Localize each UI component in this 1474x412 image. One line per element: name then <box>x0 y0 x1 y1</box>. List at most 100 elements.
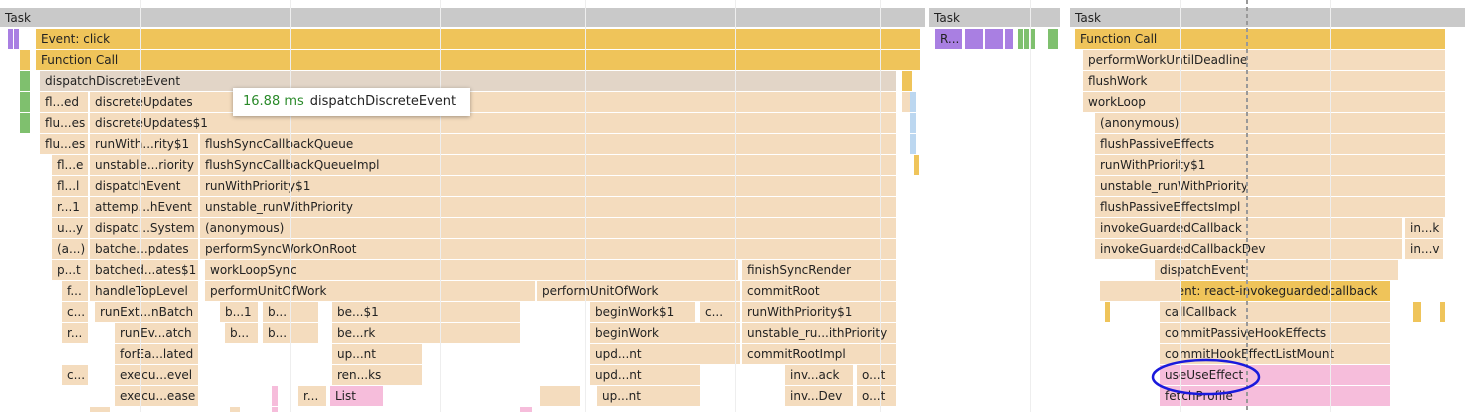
flame-block[interactable]: unstable_ru...ithPriority <box>742 323 896 343</box>
flame-block <box>1024 29 1029 49</box>
flame-block[interactable]: unstable...riority <box>90 155 198 175</box>
tooltip: 16.88 ms dispatchDiscreteEvent <box>233 88 471 116</box>
flame-block[interactable]: u...y <box>52 218 88 238</box>
flame-block[interactable]: be...rk <box>332 323 520 343</box>
flame-block[interactable]: inv...Dev <box>785 386 853 406</box>
flame-block[interactable]: performWorkUntilDeadline <box>1083 50 1445 70</box>
flame-block[interactable]: upd...nt <box>590 344 740 364</box>
grid-line <box>880 0 881 412</box>
flame-block[interactable]: batche...pdates <box>90 239 198 259</box>
flame-block[interactable]: discreteUpdates <box>90 92 896 112</box>
flame-block[interactable]: Function Call <box>36 50 920 70</box>
grid-line <box>440 0 441 412</box>
flame-block[interactable]: o...t <box>857 365 896 385</box>
flame-block[interactable]: execu...ease <box>115 386 198 406</box>
flame-block[interactable]: up...nt <box>332 344 422 364</box>
flame-block[interactable]: performUnitOfWork <box>205 281 535 301</box>
flame-block[interactable]: runExt...nBatch <box>95 302 198 322</box>
flame-block[interactable]: upd...nt <box>590 365 700 385</box>
task-bar[interactable]: Task <box>0 8 925 27</box>
flame-block[interactable]: flu...es <box>40 113 88 133</box>
flame-block <box>1018 29 1023 49</box>
flame-block[interactable]: dispatc...System <box>90 218 198 238</box>
flame-block[interactable]: runWithPriority$1 <box>742 302 896 322</box>
flame-block <box>1048 29 1058 49</box>
flame-block[interactable]: unstable_runWithPriority <box>200 197 896 217</box>
flame-block[interactable]: inv...ack <box>785 365 853 385</box>
grid-line <box>1330 0 1331 412</box>
flame-block[interactable]: useUseEffect <box>1160 365 1390 385</box>
flame-block[interactable]: fetchProfile <box>1160 386 1390 406</box>
grid-line <box>735 0 736 412</box>
flame-block[interactable]: callCallback <box>1160 302 1390 322</box>
flame-block[interactable]: runEv...atch <box>115 323 198 343</box>
flame-block[interactable]: R... <box>935 29 962 49</box>
flame-block[interactable]: performSyncWorkOnRoot <box>200 239 896 259</box>
flame-block[interactable]: runWith...rity$1 <box>90 134 198 154</box>
flame-block[interactable]: (a...) <box>52 239 88 259</box>
flame-block[interactable]: Event: react-invokeguardedcallback <box>1157 281 1390 301</box>
flame-block[interactable]: f... <box>62 281 88 301</box>
flame-block[interactable]: fl...e <box>52 155 88 175</box>
flame-block[interactable]: fl...ed <box>40 92 88 112</box>
flame-block[interactable]: flushSyncCallbackQueue <box>200 134 896 154</box>
flame-block[interactable]: flushWork <box>1083 71 1445 91</box>
flame-block[interactable]: execu...evel <box>115 365 198 385</box>
flame-block[interactable]: r...1 <box>52 197 88 217</box>
flame-block[interactable]: commitHookEffectListMount <box>1160 344 1390 364</box>
flame-block[interactable]: dispatchEvent <box>90 176 198 196</box>
flame-block[interactable]: dispatchEvent <box>1155 260 1398 280</box>
flame-block[interactable]: p...t <box>52 260 88 280</box>
flame-block[interactable]: c... <box>62 302 88 322</box>
flame-block <box>20 71 30 91</box>
flame-block[interactable]: attemp...hEvent <box>90 197 198 217</box>
flame-block[interactable]: forEa...lated <box>115 344 198 364</box>
flame-block[interactable]: up...nt <box>597 386 700 406</box>
flame-block[interactable]: fl...l <box>52 176 88 196</box>
flame-block[interactable]: batched...ates$1 <box>90 260 198 280</box>
flame-block <box>14 29 19 49</box>
flame-block[interactable]: flu...es <box>40 134 88 154</box>
flame-block[interactable]: beginWork$1 <box>590 302 695 322</box>
flame-block[interactable]: b... <box>225 323 258 343</box>
task-bar[interactable]: Task <box>1070 8 1465 27</box>
flame-block[interactable]: invokeGuardedCallback <box>1095 218 1402 238</box>
flame-block[interactable]: flushPassiveEffects <box>1095 134 1445 154</box>
flame-block[interactable]: Event: click <box>36 29 920 49</box>
flame-block[interactable]: List <box>330 386 383 406</box>
flame-block[interactable]: in...k <box>1405 218 1443 238</box>
flame-block[interactable]: flushPassiveEffectsImpl <box>1095 197 1445 217</box>
flame-block[interactable]: workLoop <box>1083 92 1445 112</box>
flame-block[interactable]: ren...ks <box>332 365 422 385</box>
flame-block[interactable]: in...v <box>1405 239 1443 259</box>
flame-block[interactable]: o...t <box>857 386 896 406</box>
flame-block[interactable]: invokeGuardedCallbackDev <box>1095 239 1402 259</box>
flame-block[interactable]: be...$1 <box>332 302 520 322</box>
flame-block[interactable]: commitRootImpl <box>742 344 896 364</box>
flame-block[interactable]: flushSyncCallbackQueueImpl <box>200 155 896 175</box>
task-bar[interactable]: Task <box>929 8 1060 27</box>
grid-line <box>140 0 141 412</box>
flame-block[interactable]: Function Call <box>1075 29 1445 49</box>
flame-block[interactable]: c... <box>700 302 740 322</box>
flame-block[interactable]: commitPassiveHookEffects <box>1160 323 1390 343</box>
flame-block[interactable]: workLoopSync <box>205 260 738 280</box>
flame-block[interactable]: (anonymous) <box>1095 113 1445 133</box>
flame-block[interactable]: finishSyncRender <box>742 260 896 280</box>
flame-block[interactable]: commitRoot <box>742 281 896 301</box>
flame-block[interactable]: r... <box>298 386 326 406</box>
flame-block[interactable]: discreteUpdates$1 <box>90 113 896 133</box>
flame-block[interactable]: (anonymous) <box>200 218 896 238</box>
flame-block[interactable]: r... <box>62 323 88 343</box>
flame-block[interactable]: dispatchDiscreteEvent <box>40 71 896 91</box>
flame-block <box>1005 29 1013 49</box>
flame-block[interactable]: handleTopLevel <box>90 281 198 301</box>
flame-block[interactable]: runWithPriority$1 <box>1095 155 1445 175</box>
flame-block[interactable]: unstable_runWithPriority <box>1095 176 1445 196</box>
flame-block[interactable]: b...1 <box>220 302 258 322</box>
flame-block[interactable]: runWithPriority$1 <box>200 176 896 196</box>
flame-block[interactable]: c... <box>62 365 88 385</box>
flame-block[interactable]: beginWork <box>590 323 740 343</box>
flame-block <box>20 50 30 70</box>
flame-block[interactable]: performUnitOfWork <box>537 281 740 301</box>
